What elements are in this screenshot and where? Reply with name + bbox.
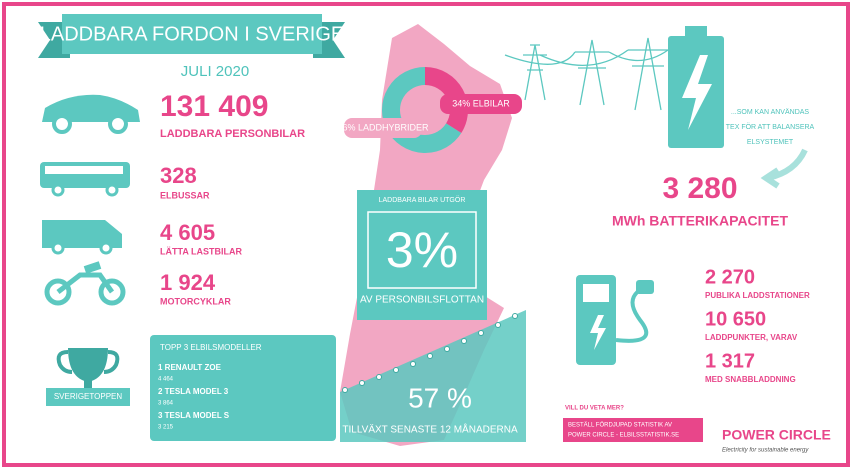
charging-value: 1 317: [705, 350, 755, 372]
bus-icon: [40, 162, 130, 197]
battery-note: ...SOM KAN ANVÄNDAS: [731, 108, 810, 116]
model-name: 1 RENAULT ZOE: [158, 363, 222, 372]
arrow: [760, 148, 808, 189]
battery-value: 3 280: [662, 172, 737, 205]
charging-label: MED SNABBLADDNING: [705, 375, 796, 384]
donut-label: 34% ELBILAR: [452, 98, 510, 108]
model-name: 3 TESLA MODEL S: [158, 411, 230, 420]
share-frame: [367, 211, 477, 289]
car-icon: [42, 94, 140, 134]
date: JULI 2020: [181, 63, 249, 80]
charging-label: LADDPUNKTER, VARAV: [705, 333, 798, 342]
model-count: 3 864: [158, 401, 174, 407]
trophy-icon: [46, 348, 130, 406]
donut-label: 66% LADDHYBRIDER: [337, 122, 429, 132]
share-value: 3%: [386, 222, 458, 278]
motorcycle-icon: [44, 261, 126, 306]
charger-icon: [576, 275, 654, 365]
growth-label: TILLVÄXT SENASTE 12 MÅNADERNA: [342, 423, 518, 436]
cta-line: POWER CIRCLE - ELBILSSTATISTIK.SE: [568, 433, 679, 439]
cta-line: BESTÄLL FÖRDJUPAD STATISTIK AV: [568, 422, 672, 429]
battery-label: MWh BATTERIKAPACITET: [612, 213, 788, 229]
vehicle-label: MOTORCYKLAR: [160, 296, 231, 306]
vehicle-value: 328: [160, 163, 197, 188]
top-models-box: [150, 335, 336, 441]
vehicle-label: ELBUSSAR: [160, 190, 210, 200]
charging-value: 10 650: [705, 308, 766, 330]
label-box: [440, 94, 522, 114]
share-label: AV PERSONBILSFLOTTAN: [360, 295, 484, 306]
pylons: [504, 37, 669, 111]
charging-label: PUBLIKA LADDSTATIONER: [705, 291, 810, 300]
battery-icon: [668, 26, 724, 148]
model-count: 4 464: [158, 377, 174, 383]
model-count: 3 215: [158, 425, 174, 431]
top-models-title: TOPP 3 ELBILSMODELLER: [160, 343, 262, 352]
label-box: [344, 118, 422, 138]
battery-note: TEX FÖR ATT BALANSERA: [726, 123, 815, 131]
vehicle-value: 4 605: [160, 220, 215, 245]
donut-segment: [424, 67, 468, 134]
ribbon: [62, 14, 322, 54]
model-name: 2 TESLA MODEL 3: [158, 387, 229, 396]
brand: POWER CIRCLE: [722, 427, 831, 443]
charging-value: 2 270: [705, 266, 755, 288]
title: LADDBARA FORDON I SVERIGE: [40, 23, 345, 45]
vehicle-value: 1 924: [160, 270, 216, 295]
growth-value: 57 %: [408, 382, 472, 413]
battery-note: ELSYSTEMET: [747, 139, 794, 146]
vehicle-value: 131 409: [160, 90, 268, 123]
growth-line: [342, 313, 518, 393]
tagline: Electricity for sustainable energy: [722, 448, 809, 454]
growth-area: [340, 310, 526, 442]
van-icon: [42, 220, 122, 255]
vehicle-label: LÄTTA LASTBILAR: [160, 246, 242, 256]
cta-box: [563, 418, 703, 442]
footer-question: VILL DU VETA MER?: [565, 406, 624, 412]
vehicle-label: LADDBARA PERSONBILAR: [160, 128, 305, 140]
share-intro: LADDBARA BILAR UTGÖR: [379, 196, 466, 204]
trophy-label: SVERIGETOPPEN: [54, 392, 123, 401]
